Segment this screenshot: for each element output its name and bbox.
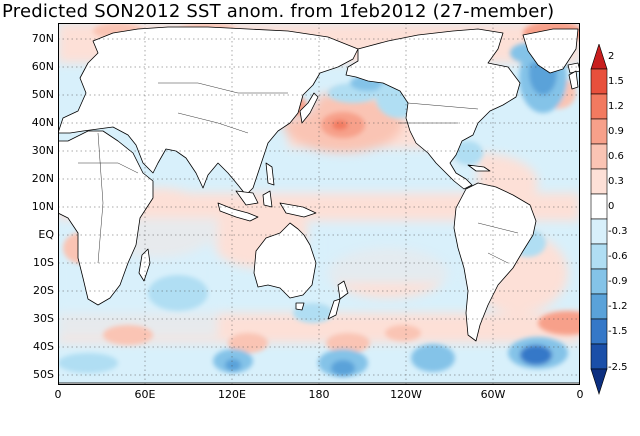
- lat-label-40s: 40S: [33, 340, 54, 353]
- colorbar-segment: [590, 143, 608, 170]
- colorbar-segment: [590, 218, 608, 245]
- colorbar-label: 0.6: [608, 151, 624, 162]
- colorbar-segment: [590, 193, 608, 220]
- colorbar-label: -1.5: [608, 326, 628, 337]
- colorbar-label: 2: [608, 51, 615, 62]
- colorbar-segment: [590, 118, 608, 145]
- lat-label-30n: 30N: [31, 144, 54, 157]
- lat-label-eq: EQ: [38, 228, 54, 241]
- colorbar-segment: [590, 93, 608, 120]
- colorbar-label: 1.5: [608, 76, 624, 87]
- colorbar-label: -2.5: [608, 362, 628, 373]
- colorbar-segment: [590, 44, 608, 70]
- colorbar-segment: [590, 318, 608, 345]
- lon-label-0-east: 0: [576, 388, 584, 401]
- anomaly-field: [58, 23, 580, 385]
- lat-label-10s: 10S: [33, 256, 54, 269]
- lon-label-0: 0: [54, 388, 62, 401]
- colorbar-label: -0.3: [608, 226, 628, 237]
- map-frame: [58, 23, 580, 385]
- colorbar-label: 0.3: [608, 176, 624, 187]
- colorbar-segment: [590, 293, 608, 320]
- lat-label-20n: 20N: [31, 172, 54, 185]
- colorbar-label: -0.6: [608, 251, 628, 262]
- lat-label-20s: 20S: [33, 284, 54, 297]
- colorbar-segment: [590, 243, 608, 270]
- lat-label-70n: 70N: [31, 32, 54, 45]
- lon-label-120e: 120E: [218, 388, 246, 401]
- colorbar-segment: [590, 343, 608, 370]
- colorbar-segment: [590, 68, 608, 95]
- colorbar-label: 0.9: [608, 126, 624, 137]
- lat-label-60n: 60N: [31, 60, 54, 73]
- colorbar-segment: [590, 368, 608, 395]
- lat-label-50s: 50S: [33, 368, 54, 381]
- lat-label-40n: 40N: [31, 116, 54, 129]
- colorbar: [590, 44, 608, 395]
- colorbar-label: -1.2: [608, 301, 628, 312]
- graticule: [58, 23, 580, 385]
- colorbar-label: 1.2: [608, 101, 624, 112]
- colorbar-label: 0: [608, 201, 615, 212]
- land-masses: [58, 26, 580, 385]
- sst-anomaly-map: [58, 23, 580, 385]
- lat-label-10n: 10N: [31, 200, 54, 213]
- colorbar-label: -0.9: [608, 276, 628, 287]
- colorbar-segment: [590, 268, 608, 295]
- lat-label-50n: 50N: [31, 88, 54, 101]
- colorbar-segment: [590, 168, 608, 195]
- lat-label-30s: 30S: [33, 312, 54, 325]
- map-title: Predicted SON2012 SST anom. from 1feb201…: [2, 1, 555, 22]
- lon-label-180: 180: [308, 388, 330, 401]
- lon-label-60w: 60W: [480, 388, 506, 401]
- lon-label-120w: 120W: [390, 388, 422, 401]
- lon-label-60e: 60E: [134, 388, 156, 401]
